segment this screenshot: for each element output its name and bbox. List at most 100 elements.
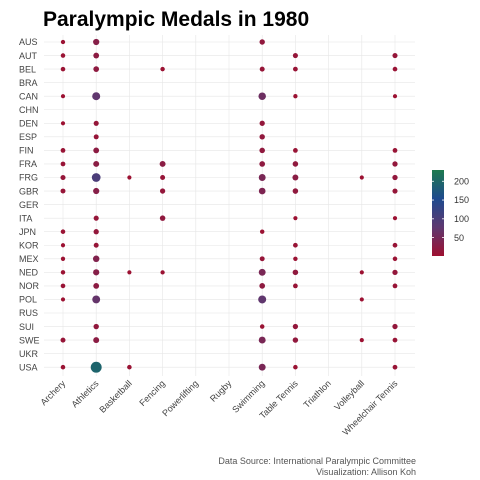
point-frg-swimming [258, 174, 266, 181]
legend-tick-150: 150 [454, 195, 469, 205]
point-pol-athletics [92, 295, 101, 304]
point-ita-athletics [93, 215, 99, 221]
y-tick-kor: KOR [19, 240, 39, 250]
caption: Data Source: International Paralympic Co… [218, 456, 416, 477]
point-aut-archery [60, 53, 66, 58]
point-jpn-athletics [93, 229, 99, 235]
point-aut-athletics [93, 52, 100, 59]
point-fin-swimming [259, 147, 265, 154]
point-frg-basketball [127, 175, 132, 180]
point-aus-swimming [259, 39, 265, 45]
point-nor-swimming [259, 283, 266, 289]
point-mex-table-tennis [293, 256, 298, 262]
point-usa-athletics [90, 361, 102, 373]
x-tick-archery: Archery [38, 378, 67, 407]
point-nor-wheelchair-tennis [392, 283, 398, 289]
point-aus-archery [60, 39, 66, 45]
y-tick-rus: RUS [19, 308, 38, 318]
point-aut-wheelchair-tennis [392, 52, 398, 59]
point-frg-volleyball [359, 175, 364, 180]
y-tick-ukr: UKR [19, 349, 39, 359]
y-tick-can: CAN [19, 91, 38, 101]
y-tick-gbr: GBR [19, 186, 39, 196]
point-ita-fencing [159, 215, 166, 221]
point-swe-athletics [93, 337, 100, 344]
grid-lines [44, 35, 415, 376]
x-tick-fencing: Fencing [137, 378, 167, 408]
point-ita-table-tennis [293, 216, 298, 221]
legend-colorbar [432, 170, 444, 256]
point-ned-fencing [160, 270, 165, 275]
point-aus-athletics [93, 38, 100, 46]
point-bel-table-tennis [293, 66, 298, 72]
point-swe-wheelchair-tennis [392, 337, 398, 343]
y-axis-ticks: AUS AUT BEL BRA CAN CHN DEN ESP FIN FRA FRG GBR GER I… [19, 37, 40, 372]
y-tick-bra: BRA [19, 78, 38, 88]
point-kor-wheelchair-tennis [392, 242, 398, 248]
legend-tick-100: 100 [454, 214, 469, 224]
caption-source: Data Source: International Paralympic Co… [218, 456, 416, 466]
point-swe-table-tennis [292, 337, 299, 343]
point-ned-basketball [127, 270, 132, 275]
point-swe-swimming [258, 336, 266, 344]
y-tick-mex: MEX [19, 254, 39, 264]
y-tick-chn: CHN [19, 105, 39, 115]
data-points [60, 38, 398, 373]
point-den-archery [60, 121, 66, 126]
point-nor-athletics [93, 283, 100, 289]
x-tick-rugby: Rugby [208, 378, 234, 404]
point-gbr-archery [60, 188, 66, 194]
point-frg-table-tennis [292, 174, 299, 181]
point-bel-wheelchair-tennis [392, 66, 398, 72]
point-esp-athletics [93, 134, 99, 140]
point-bel-fencing [160, 66, 165, 72]
point-fra-fencing [159, 160, 166, 167]
point-ned-swimming [258, 268, 266, 276]
x-tick-basketball: Basketball [97, 378, 133, 414]
point-gbr-swimming [258, 187, 266, 195]
y-tick-fra: FRA [19, 159, 37, 169]
y-tick-den: DEN [19, 119, 38, 129]
chart-title: Paralympic Medals in 1980 [43, 8, 310, 31]
point-pol-archery [60, 297, 66, 302]
point-mex-wheelchair-tennis [392, 256, 398, 262]
y-tick-pol: POL [19, 295, 37, 305]
point-nor-table-tennis [293, 283, 298, 289]
point-ned-table-tennis [292, 269, 299, 276]
point-can-wheelchair-tennis [392, 94, 398, 99]
point-frg-fencing [160, 175, 166, 180]
point-fra-swimming [259, 161, 266, 167]
point-usa-table-tennis [293, 364, 298, 370]
point-den-swimming [259, 120, 265, 126]
y-tick-frg: FRG [19, 173, 38, 183]
y-tick-fin: FIN [19, 146, 34, 156]
point-ned-volleyball [359, 270, 364, 275]
y-tick-ger: GER [19, 200, 39, 210]
point-sui-swimming [259, 324, 265, 329]
point-kor-archery [60, 243, 66, 248]
point-gbr-table-tennis [292, 188, 299, 194]
x-tick-volleyball: Volleyball [332, 378, 366, 412]
point-usa-basketball [127, 364, 132, 370]
point-can-table-tennis [293, 94, 298, 99]
point-bel-archery [60, 66, 66, 72]
point-sui-athletics [93, 323, 99, 330]
point-aut-table-tennis [292, 52, 298, 59]
y-tick-bel: BEL [19, 64, 36, 74]
color-legend: 50 100 150 200 [432, 170, 469, 256]
point-frg-wheelchair-tennis [392, 174, 398, 181]
point-pol-volleyball [359, 297, 364, 302]
x-tick-athletics: Athletics [69, 378, 100, 409]
y-tick-swe: SWE [19, 335, 40, 345]
point-gbr-fencing [159, 188, 166, 194]
point-esp-swimming [259, 134, 265, 140]
y-tick-ned: NED [19, 268, 39, 278]
point-bel-swimming [259, 66, 265, 72]
point-fra-table-tennis [292, 161, 299, 167]
point-usa-archery [60, 364, 66, 370]
y-tick-usa: USA [19, 362, 38, 372]
point-fra-archery [60, 161, 66, 167]
point-jpn-archery [60, 229, 66, 234]
y-tick-sui: SUI [19, 322, 34, 332]
point-fin-wheelchair-tennis [392, 148, 398, 153]
